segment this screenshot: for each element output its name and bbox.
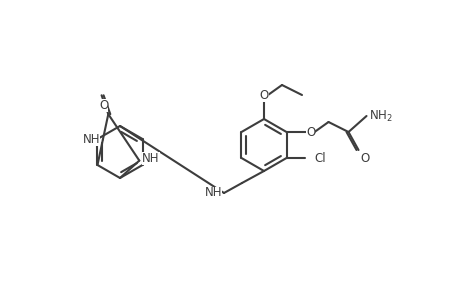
Text: Cl: Cl [314, 152, 325, 164]
Text: NH$_2$: NH$_2$ [368, 109, 392, 124]
Text: O: O [360, 152, 369, 165]
Text: O: O [305, 125, 314, 139]
Text: O: O [99, 99, 108, 112]
Text: NH: NH [82, 133, 100, 146]
Text: NH: NH [204, 187, 222, 200]
Text: O: O [259, 88, 268, 101]
Text: NH: NH [142, 152, 159, 165]
